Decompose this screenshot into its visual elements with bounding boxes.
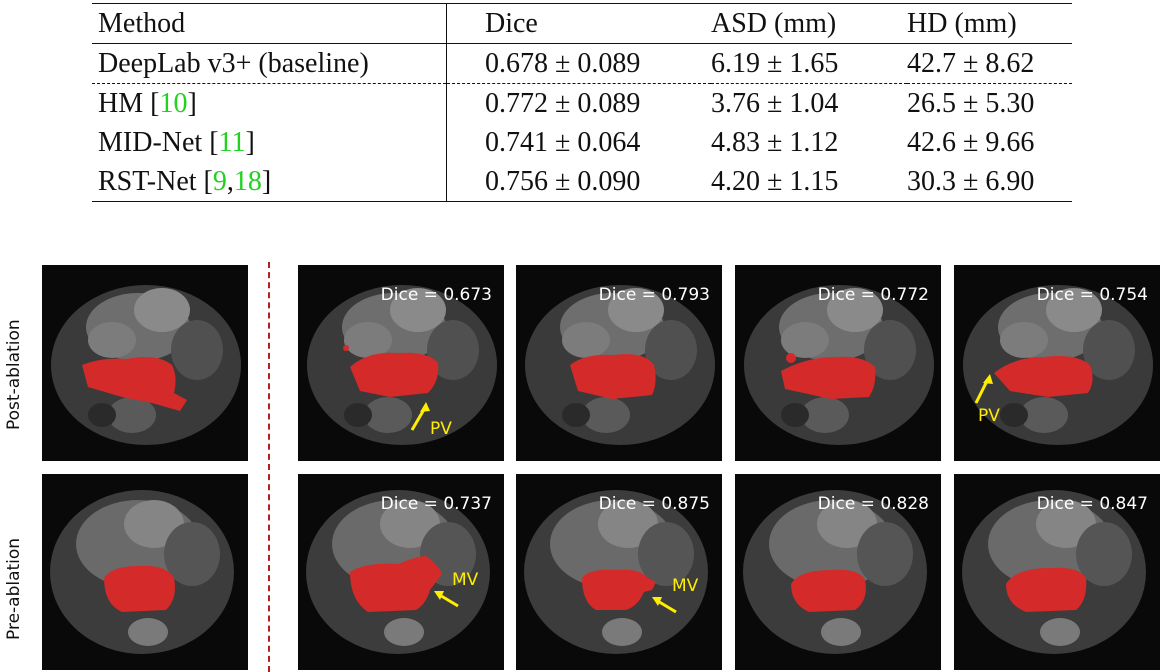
mri-panel-post-method-3: Dice = 0.772 xyxy=(735,265,941,461)
pv-annotation-label: PV xyxy=(430,419,452,439)
method-name: HM xyxy=(98,87,144,119)
asd-cell: 4.20 ± 1.15 xyxy=(711,165,839,197)
mv-annotation-label: MV xyxy=(452,570,479,590)
hd-cell: 30.3 ± 6.90 xyxy=(907,165,1035,197)
dice-cell: 0.772 ± 0.089 xyxy=(485,87,641,119)
method-name: RST-Net xyxy=(98,165,197,197)
mri-slice-image xyxy=(954,265,1160,461)
dice-score-label: Dice = 0.673 xyxy=(380,285,492,305)
method-name: MID-Net xyxy=(98,126,203,158)
mri-slice-image xyxy=(298,474,504,670)
mri-slice-image xyxy=(954,474,1160,670)
mri-panel-post-method-2: Dice = 0.793 xyxy=(516,265,722,461)
header-method: Method xyxy=(92,3,447,44)
mri-panel-post-method-4: Dice = 0.754 PV xyxy=(954,265,1160,461)
column-divider xyxy=(268,262,270,672)
table-header-row: Method Dice ASD (mm) HD (mm) xyxy=(92,3,1072,44)
asd-cell: 6.19 ± 1.65 xyxy=(711,43,907,84)
dice-cell: 0.678 ± 0.089 xyxy=(446,43,711,84)
mri-panel-pre-method-4: Dice = 0.847 xyxy=(954,474,1160,670)
method-name: DeepLab v3+ (baseline) xyxy=(98,47,369,79)
citation-link[interactable]: 11 xyxy=(218,126,246,158)
citation-link[interactable]: 18 xyxy=(233,165,262,197)
mri-slice-image xyxy=(735,474,941,670)
method-cell: DeepLab v3+ (baseline) xyxy=(92,43,447,84)
dice-score-label: Dice = 0.793 xyxy=(598,285,710,305)
citation-link[interactable]: 10 xyxy=(159,87,188,119)
row-label-pre-ablation: Pre-ablation xyxy=(4,537,24,640)
mri-panel-post-ground-truth xyxy=(42,265,248,461)
dice-score-label: Dice = 0.847 xyxy=(1036,494,1148,514)
method-cell: HM [10] xyxy=(92,83,447,123)
header-dice: Dice xyxy=(485,7,538,39)
mri-slice-image xyxy=(516,265,722,461)
citation-link[interactable]: 9 xyxy=(212,165,227,197)
mri-panel-post-method-1: Dice = 0.673 PV xyxy=(298,265,504,461)
method-cell: MID-Net [11] xyxy=(92,123,447,162)
asd-cell: 3.76 ± 1.04 xyxy=(711,87,839,119)
table-row: DeepLab v3+ (baseline) 0.678 ± 0.089 6.1… xyxy=(92,43,1072,84)
results-table: Method Dice ASD (mm) HD (mm) DeepLab v3+… xyxy=(92,3,1072,202)
mri-slice-image xyxy=(298,265,504,461)
dice-score-label: Dice = 0.737 xyxy=(380,494,492,514)
dice-score-label: Dice = 0.772 xyxy=(817,285,929,305)
hd-cell: 26.5 ± 5.30 xyxy=(907,87,1035,119)
asd-cell: 4.83 ± 1.12 xyxy=(711,126,839,158)
mri-panel-pre-method-2: Dice = 0.875 MV xyxy=(516,474,722,670)
row-label-post-ablation: Post-ablation xyxy=(4,319,24,430)
dice-score-label: Dice = 0.875 xyxy=(598,494,710,514)
mri-panel-pre-method-3: Dice = 0.828 xyxy=(735,474,941,670)
mri-slice-image xyxy=(42,265,248,461)
dice-score-label: Dice = 0.754 xyxy=(1036,285,1148,305)
mri-panel-pre-ground-truth xyxy=(42,474,248,670)
table-row: MID-Net [11] 0.741 ± 0.064 4.83 ± 1.12 4… xyxy=(92,123,1072,162)
header-asd: ASD (mm) xyxy=(711,7,837,39)
mri-slice-image xyxy=(42,474,248,670)
pv-annotation-label: PV xyxy=(978,406,1000,426)
dice-cell: 0.741 ± 0.064 xyxy=(485,126,641,158)
mri-slice-image xyxy=(735,265,941,461)
header-hd: HD (mm) xyxy=(907,7,1017,39)
dice-score-label: Dice = 0.828 xyxy=(817,494,929,514)
mri-slice-image xyxy=(516,474,722,670)
mv-annotation-label: MV xyxy=(672,576,699,596)
dice-cell: 0.756 ± 0.090 xyxy=(485,165,641,197)
table-row: RST-Net [9,18] 0.756 ± 0.090 4.20 ± 1.15… xyxy=(92,162,1072,202)
hd-cell: 42.6 ± 9.66 xyxy=(907,126,1035,158)
table-row: HM [10] 0.772 ± 0.089 3.76 ± 1.04 26.5 ±… xyxy=(92,83,1072,123)
mri-panel-pre-method-1: Dice = 0.737 MV xyxy=(298,474,504,670)
hd-cell: 42.7 ± 8.62 xyxy=(907,43,1072,84)
method-cell: RST-Net [9,18] xyxy=(92,162,447,202)
